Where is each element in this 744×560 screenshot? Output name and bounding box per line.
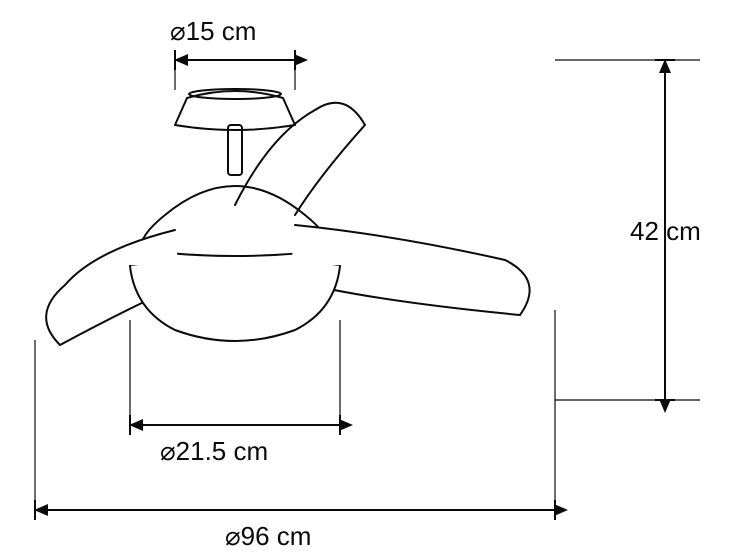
downrod [228,125,242,175]
label-mount-diameter: ⌀15 cm [170,16,256,46]
label-span: ⌀96 cm [225,521,311,551]
ceiling-fan [46,89,529,345]
blade-back [235,103,365,215]
label-height: 42 cm [630,216,701,246]
light-shade [130,266,340,341]
label-shade-diameter: ⌀21.5 cm [160,436,268,466]
